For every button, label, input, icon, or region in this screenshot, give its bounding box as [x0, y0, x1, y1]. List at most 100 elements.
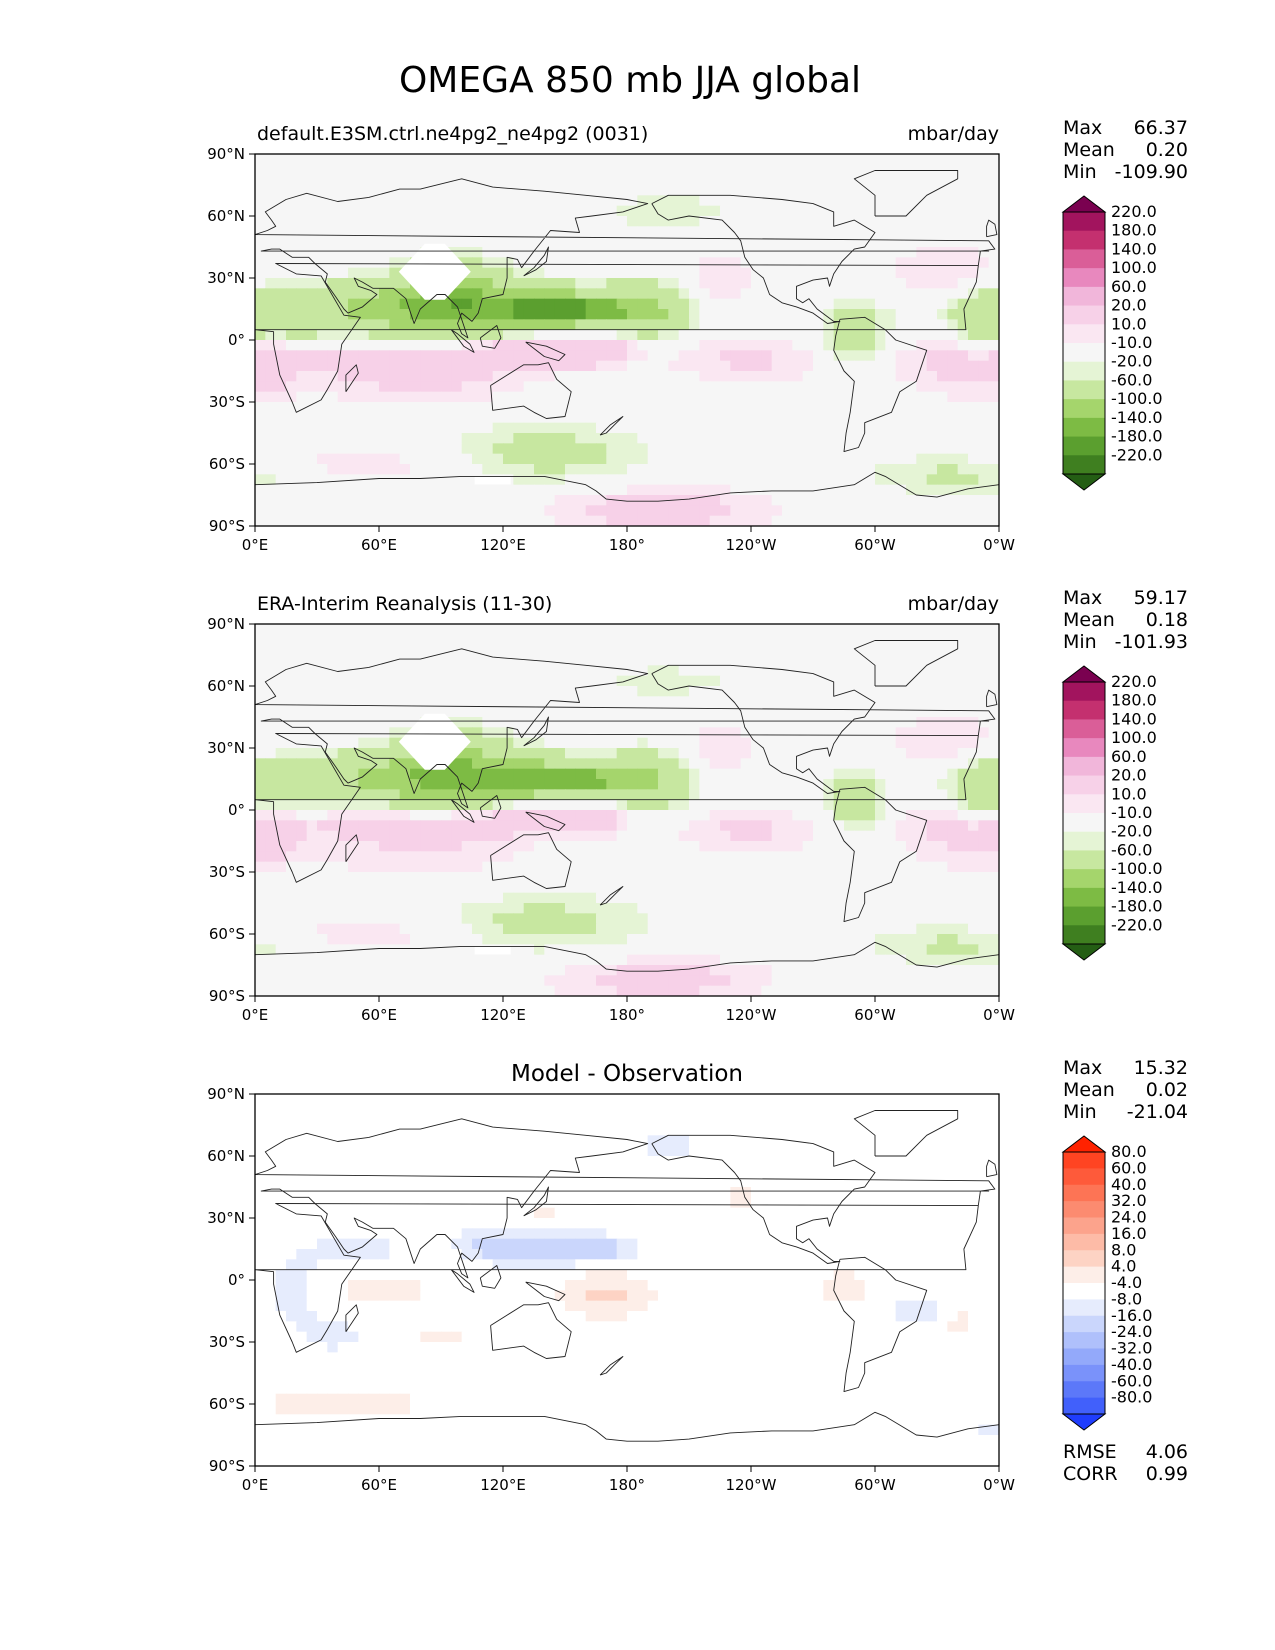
field-cell — [575, 665, 587, 677]
field-cell — [565, 830, 576, 842]
field-cell — [286, 892, 297, 904]
field-cell — [658, 205, 669, 217]
field-cell — [906, 298, 917, 310]
field-cell — [544, 484, 556, 496]
field-cell — [482, 779, 494, 790]
field-cell — [637, 298, 649, 310]
field-cell — [513, 655, 525, 666]
field-cell — [854, 913, 866, 925]
field-cell — [523, 675, 535, 687]
field-cell — [782, 861, 793, 873]
field-cell — [802, 412, 814, 424]
field-cell — [658, 913, 669, 925]
field-cell — [348, 205, 359, 217]
field-cell — [265, 288, 277, 300]
field-cell — [616, 391, 628, 403]
field-cell — [317, 892, 328, 904]
field-cell — [420, 789, 432, 801]
field-cell — [678, 391, 690, 403]
field-cell — [296, 789, 308, 801]
field-cell — [306, 381, 318, 393]
field-cell — [327, 236, 339, 248]
field-cell — [585, 185, 597, 196]
field-cell — [451, 779, 463, 790]
field-cell — [978, 371, 990, 382]
field-cell — [699, 851, 711, 863]
field-cell — [275, 412, 287, 424]
field-cell — [885, 443, 897, 455]
field-cell — [616, 758, 628, 770]
field-cell — [906, 758, 917, 770]
field-cell — [720, 484, 731, 496]
field-cell — [637, 748, 649, 759]
field-cell — [864, 758, 876, 770]
field-cell — [482, 205, 494, 217]
field-cell — [441, 644, 452, 656]
field-cell — [534, 381, 545, 393]
field-cell — [451, 944, 463, 956]
field-cell — [306, 675, 318, 687]
field-cell — [296, 758, 308, 770]
field-cell — [658, 267, 669, 279]
field-cell — [637, 634, 649, 646]
field-cell — [585, 727, 597, 739]
field-cell — [895, 923, 907, 935]
field-cell — [833, 851, 845, 863]
field-cell — [792, 474, 804, 486]
field-cell — [895, 665, 907, 677]
field-cell — [534, 422, 545, 434]
field-cell — [585, 309, 597, 320]
field-cell — [306, 737, 318, 749]
field-cell — [751, 882, 762, 894]
field-cell — [585, 624, 597, 635]
field-cell — [720, 474, 731, 486]
field-cell — [792, 820, 804, 832]
field-cell — [699, 422, 711, 434]
field-cell — [761, 309, 773, 320]
field-cell — [286, 267, 297, 279]
field-cell — [461, 686, 473, 697]
field-cell — [399, 727, 411, 739]
field-cell — [430, 453, 442, 465]
field-cell — [554, 872, 566, 883]
field-cell — [844, 923, 855, 935]
field-cell — [358, 226, 370, 238]
field-cell — [978, 154, 990, 165]
field-cell — [730, 360, 742, 372]
field-cell — [596, 934, 607, 945]
field-cell — [327, 278, 339, 289]
field-cell — [740, 830, 752, 842]
field-cell — [761, 185, 773, 196]
field-cell — [771, 298, 783, 310]
field-cell — [906, 505, 917, 517]
field-cell — [410, 861, 421, 873]
field-cell — [689, 329, 700, 341]
field-cell — [565, 944, 576, 956]
field-cell — [627, 474, 638, 486]
field-cell — [885, 391, 897, 403]
field-cell — [513, 329, 525, 341]
field-cell — [916, 872, 928, 883]
field-cell — [275, 748, 287, 759]
field-cell — [606, 748, 618, 759]
field-cell — [978, 923, 990, 935]
field-cell — [534, 164, 545, 176]
field-cell — [358, 236, 370, 248]
field-cell — [844, 464, 855, 475]
field-cell — [720, 686, 731, 697]
field-cell — [523, 216, 535, 227]
field-cell — [658, 319, 669, 331]
field-cell — [957, 350, 969, 362]
field-cell — [554, 624, 566, 635]
field-cell — [286, 686, 297, 697]
field-cell — [916, 717, 928, 728]
field-cell — [709, 830, 721, 842]
field-cell — [885, 267, 897, 279]
field-cell — [751, 205, 762, 217]
field-cell — [368, 443, 380, 455]
field-cell — [782, 727, 793, 739]
field-cell — [709, 913, 721, 925]
field-cell — [554, 768, 566, 780]
field-cell — [730, 226, 742, 238]
field-cell — [255, 944, 266, 956]
